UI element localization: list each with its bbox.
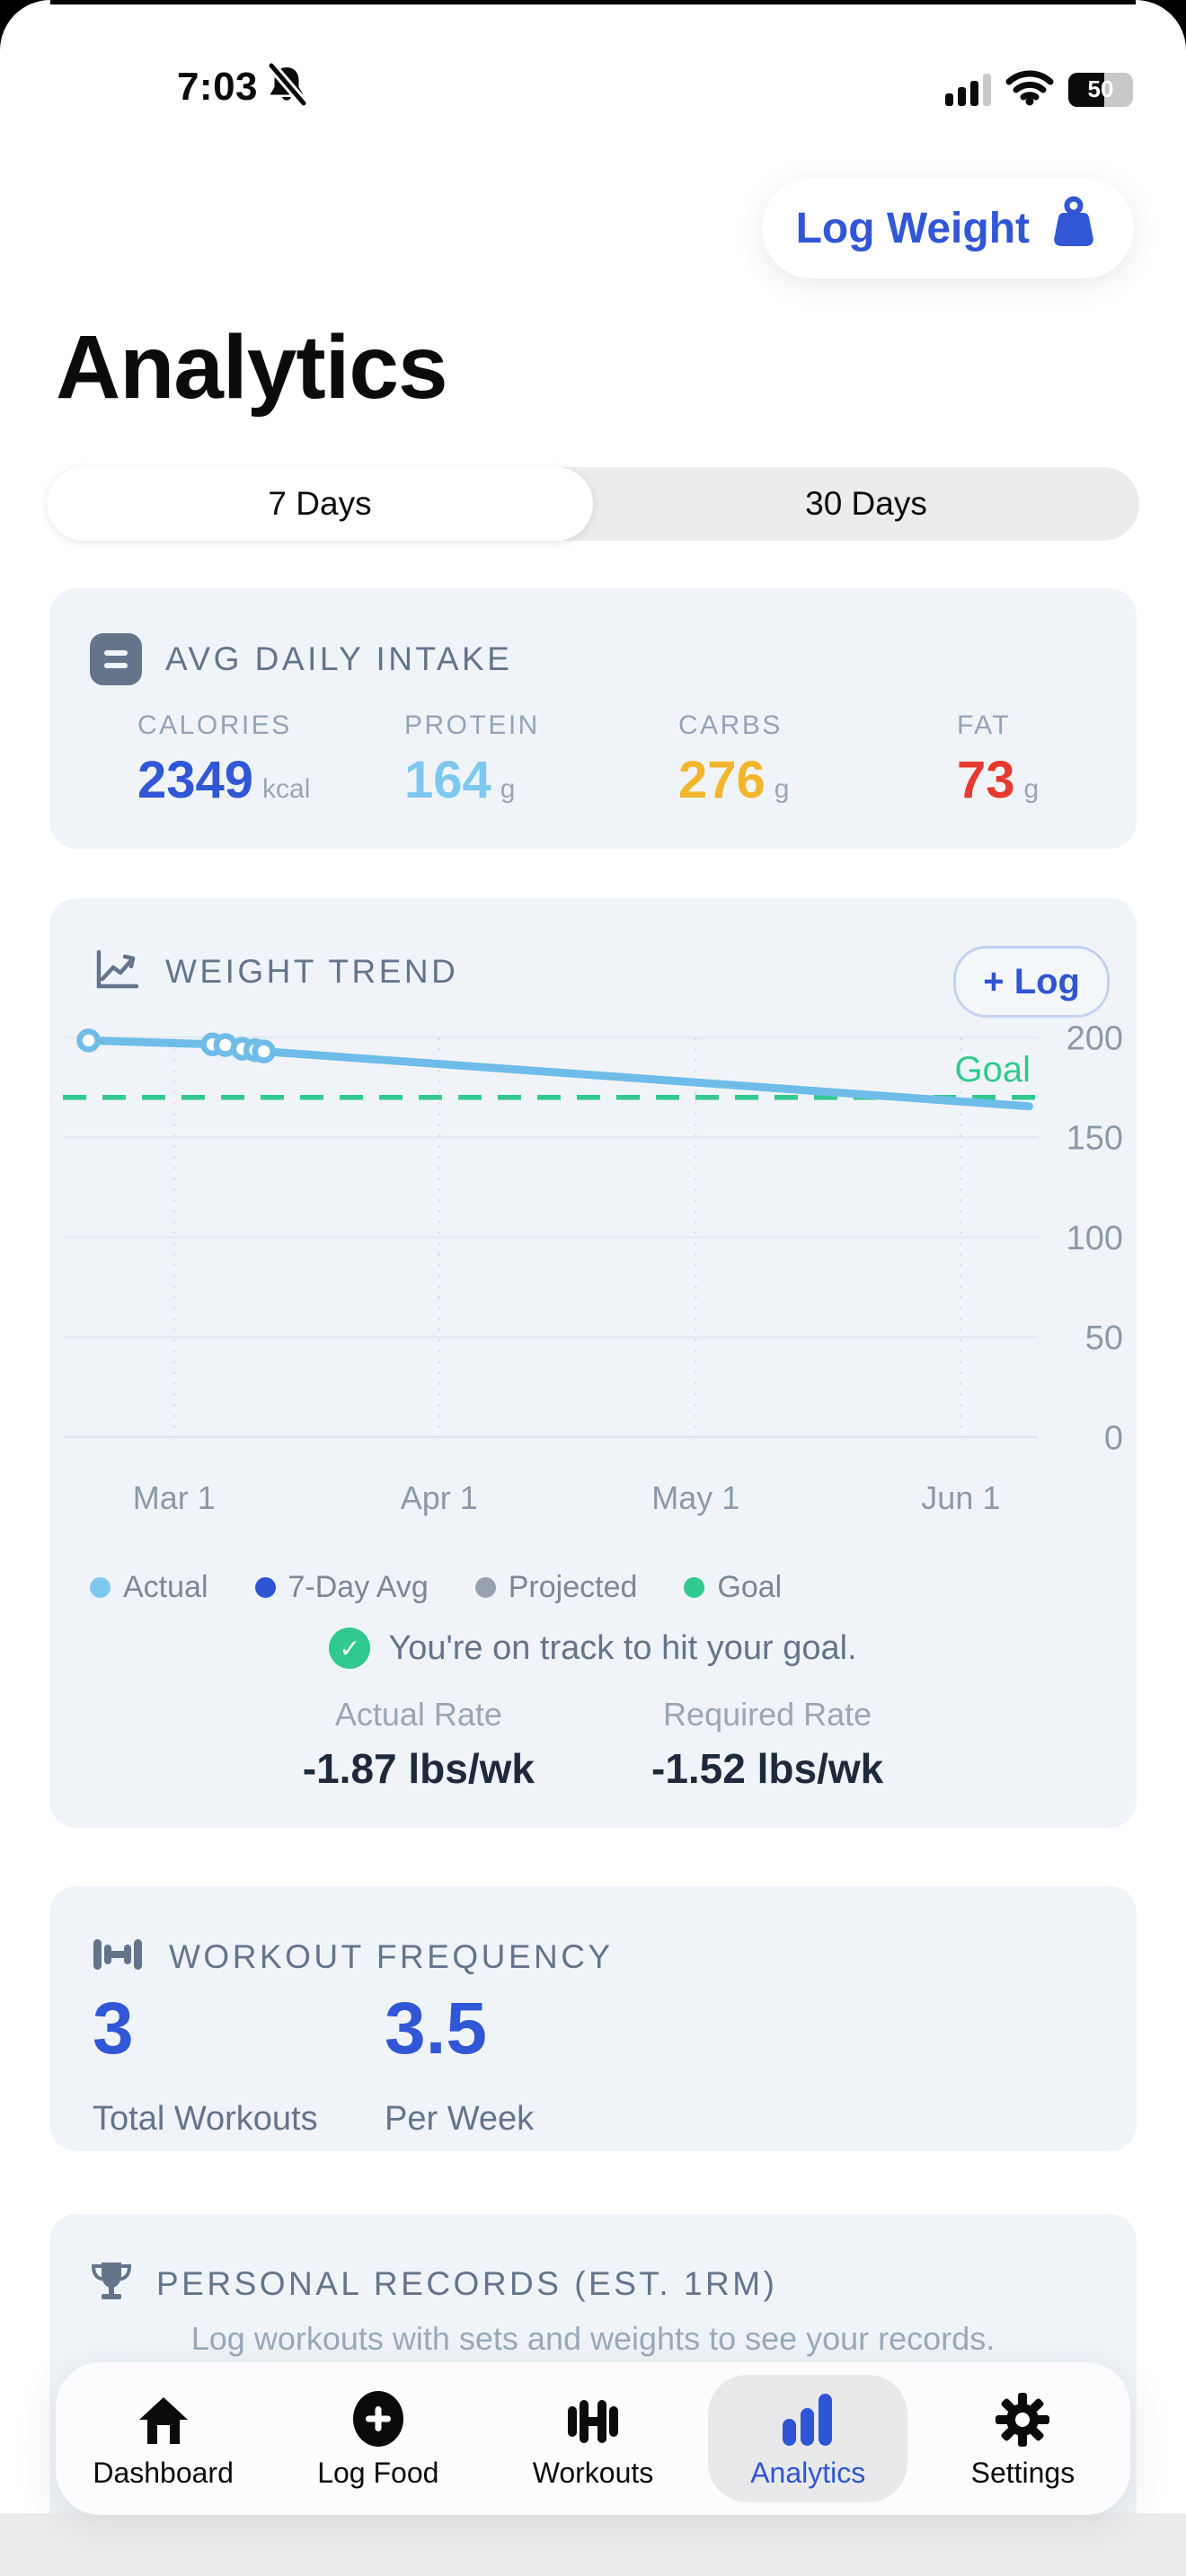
legend-7day-avg: 7-Day Avg: [254, 1570, 429, 1605]
tab-workouts[interactable]: Workouts: [485, 2362, 700, 2515]
weight-trend-card: WEIGHT TREND + Log 0 50 100 150 200 Mar 1 Apr …: [49, 898, 1137, 1828]
records-hint: Log workouts with sets and weights to se…: [190, 2320, 996, 2357]
legend-projected: Projected: [474, 1570, 637, 1605]
stat-protein: PROTEIN 164 g: [404, 710, 540, 809]
bottom-background: [0, 2513, 1186, 2576]
tab-analytics[interactable]: Analytics: [701, 2362, 916, 2515]
records-header: PERSONAL RECORDS (EST. 1RM): [156, 2264, 778, 2302]
chart-legend: Actual 7-Day Avg Projected Goal: [90, 1570, 782, 1605]
segment-7-days[interactable]: 7 Days: [47, 467, 593, 541]
svg-text:100: 100: [1067, 1220, 1123, 1257]
page-title: Analytics: [56, 317, 448, 418]
weight-trend-chart: 0 50 100 150 200 Mar 1 Apr 1 May 1 Jun 1 Goal: [63, 1019, 1123, 1516]
cellular-signal-icon: [945, 73, 991, 106]
home-icon: [136, 2388, 191, 2448]
trend-chart-icon: [90, 943, 142, 1000]
svg-text:Apr 1: Apr 1: [401, 1479, 478, 1516]
per-week-value: 3.5: [385, 1988, 487, 2069]
avg-daily-intake-card: AVG DAILY INTAKE CALORIES 2349 kcal PROTE…: [49, 588, 1137, 849]
stat-calories: CALORIES 2349 kcal: [137, 710, 311, 809]
svg-text:Mar 1: Mar 1: [133, 1479, 216, 1516]
log-weight-label: Log Weight: [795, 204, 1030, 252]
tab-bar: Dashboard Log Food: [56, 2362, 1130, 2515]
svg-text:Jun 1: Jun 1: [921, 1479, 1000, 1516]
frequency-header: WORKOUT FREQUENCY: [169, 1937, 614, 1975]
range-segmented-control: 7 Days 30 Days: [47, 467, 1139, 541]
trend-header: WEIGHT TREND: [165, 952, 459, 990]
svg-text:50: 50: [1085, 1319, 1123, 1357]
tab-dashboard[interactable]: Dashboard: [56, 2362, 270, 2515]
battery-percent: 50: [1087, 75, 1114, 102]
total-workouts-label: Total Workouts: [93, 2100, 318, 2138]
screen-top-bezel: [50, 0, 1136, 4]
bar-chart-icon: [779, 2388, 836, 2448]
tab-log-food[interactable]: Log Food: [270, 2362, 485, 2515]
log-weight-button[interactable]: Log Weight: [761, 178, 1134, 278]
trophy-icon: [90, 2259, 133, 2308]
svg-text:150: 150: [1067, 1120, 1123, 1158]
per-week-label: Per Week: [385, 2100, 535, 2138]
wifi-icon: [1005, 68, 1054, 110]
legend-actual: Actual: [90, 1570, 208, 1605]
actual-rate: Actual Rate -1.87 lbs/wk: [302, 1696, 535, 1792]
required-rate: Required Rate -1.52 lbs/wk: [651, 1696, 884, 1792]
notifications-muted-icon: [265, 62, 308, 110]
clock: 7:03: [176, 64, 259, 109]
total-workouts-value: 3: [93, 1988, 134, 2069]
svg-text:0: 0: [1104, 1419, 1123, 1457]
legend-goal: Goal: [684, 1570, 782, 1605]
segment-30-days[interactable]: 30 Days: [805, 485, 927, 522]
rates-row: Actual Rate -1.87 lbs/wk Required Rate -…: [49, 1696, 1137, 1793]
battery-icon: 50: [1068, 72, 1133, 107]
gear-icon: [995, 2388, 1050, 2448]
svg-text:May 1: May 1: [651, 1479, 739, 1516]
workout-frequency-card: WORKOUT FREQUENCY 3 3.5 Total Workouts P…: [49, 1886, 1137, 2151]
weight-icon: [1048, 196, 1100, 260]
tab-settings[interactable]: Settings: [916, 2362, 1130, 2515]
goal-status: ✓ You're on track to hit your goal.: [49, 1628, 1137, 1669]
intake-header: AVG DAILY INTAKE: [165, 640, 513, 677]
add-log-button[interactable]: + Log: [953, 946, 1110, 1018]
dumbbell-tab-icon: [562, 2388, 624, 2448]
goal-status-text: You're on track to hit your goal.: [388, 1628, 857, 1667]
svg-text:Goal: Goal: [955, 1050, 1031, 1090]
check-icon: ✓: [329, 1628, 371, 1669]
stat-carbs: CARBS 276 g: [678, 710, 790, 809]
intake-list-icon: [90, 633, 142, 685]
status-bar: 7:03: [0, 62, 1186, 126]
dumbbell-icon: [90, 1931, 146, 1982]
plus-circle-icon: [350, 2388, 406, 2448]
svg-text:200: 200: [1067, 1019, 1123, 1057]
stat-fat: FAT 73 g: [957, 710, 1040, 809]
